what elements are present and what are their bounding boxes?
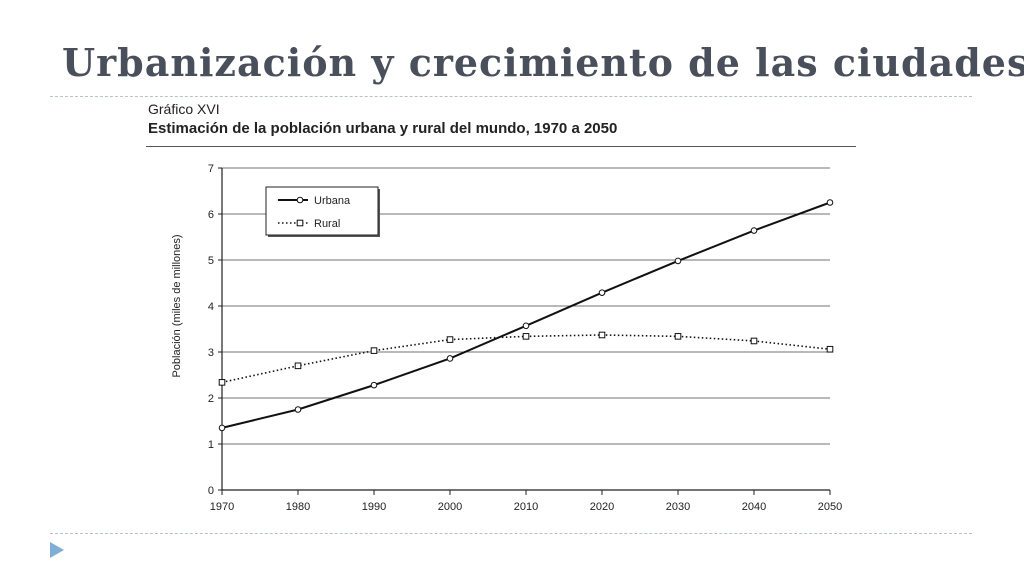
chart-legend: Urbana Rural [265, 186, 380, 237]
x-tick-labels: 1970 1980 1990 2000 2010 2020 2030 2040 2050 [210, 501, 842, 513]
point-urbana-2010 [522, 322, 530, 330]
x-tick-label-1980: 1980 [286, 501, 310, 513]
chart-series [218, 199, 834, 432]
y-tick-label-3: 3 [208, 347, 214, 359]
legend-marker-urbana [296, 196, 304, 204]
x-tick-label-2040: 2040 [742, 501, 766, 513]
chart-title: Estimación de la población urbana y rura… [148, 120, 618, 137]
x-tick-label-2010: 2010 [514, 501, 538, 513]
point-urbana-2040 [750, 227, 758, 234]
y-tick-label-7: 7 [208, 163, 214, 175]
slide-title: Urbanización y crecimiento de las ciudad… [62, 40, 1024, 85]
point-urbana-1990 [370, 381, 378, 389]
point-rural-2000 [446, 336, 454, 343]
legend-box [265, 186, 379, 236]
legend-label-rural: Rural [314, 218, 340, 230]
x-tick-label-2000: 2000 [438, 501, 462, 513]
point-rural-2010 [522, 333, 530, 340]
y-tick-label-6: 6 [208, 209, 214, 221]
point-rural-1990 [370, 347, 378, 354]
x-tick-label-1990: 1990 [362, 501, 386, 513]
point-rural-2020 [598, 331, 606, 339]
point-urbana-1980 [294, 406, 302, 413]
point-urbana-2030 [674, 257, 682, 265]
y-tick-label-4: 4 [208, 301, 214, 313]
point-urbana-1970 [218, 424, 226, 432]
point-rural-2030 [674, 333, 682, 340]
x-tick-label-2050: 2050 [818, 501, 842, 513]
chart-kicker: Gráfico XVI [148, 101, 220, 117]
chart-title-divider [146, 146, 856, 147]
x-tick-label-2020: 2020 [590, 501, 614, 513]
point-urbana-2050 [826, 199, 834, 206]
point-rural-2040 [750, 337, 758, 345]
y-tick-label-0: 0 [208, 485, 214, 497]
y-axis-label: Población (miles de millones) [171, 234, 183, 377]
top-divider [50, 96, 972, 97]
point-urbana-2000 [446, 355, 454, 362]
y-tick-labels: 0 1 2 3 4 5 6 7 [208, 163, 214, 497]
series-line-rural [221, 334, 831, 384]
x-tick-label-2030: 2030 [666, 501, 690, 513]
legend-marker-rural [296, 219, 304, 227]
y-tick-label-5: 5 [208, 255, 214, 267]
y-tick-label-2: 2 [208, 393, 214, 405]
point-urbana-2020 [598, 289, 606, 296]
x-tick-label-1970: 1970 [210, 501, 234, 513]
point-rural-1970 [218, 379, 226, 386]
bottom-divider [50, 533, 972, 534]
legend-label-urbana: Urbana [314, 195, 351, 207]
point-rural-2050 [826, 345, 834, 353]
slide-bullet-icon [50, 542, 64, 558]
point-rural-1980 [294, 362, 302, 370]
chart-axes [218, 167, 831, 495]
y-tick-label-1: 1 [208, 439, 214, 451]
